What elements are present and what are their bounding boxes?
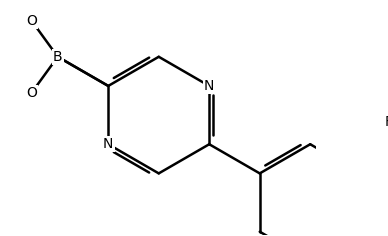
Text: F: F <box>385 115 388 129</box>
Text: B: B <box>53 50 62 64</box>
Text: B: B <box>53 50 62 64</box>
Text: O: O <box>26 86 37 100</box>
Text: N: N <box>204 79 215 93</box>
Text: O: O <box>26 14 37 28</box>
Text: N: N <box>103 137 113 151</box>
